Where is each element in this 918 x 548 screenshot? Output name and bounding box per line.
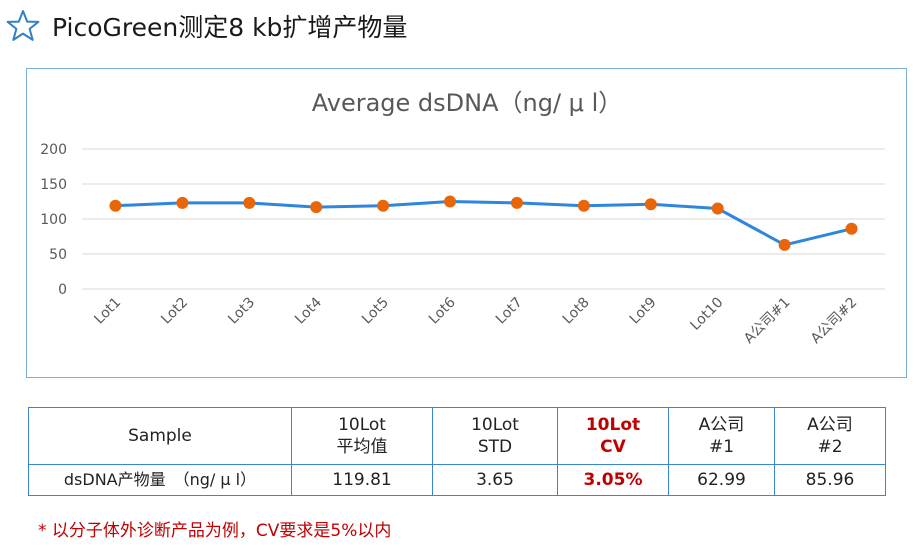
x-tick-label: A公司#2 — [808, 295, 860, 347]
data-point — [310, 201, 323, 214]
header-line: 平均值 — [336, 437, 388, 457]
table-cell: 62.99 — [668, 464, 775, 496]
x-tick-label: Lot2 — [158, 295, 191, 328]
y-tick-label: 50 — [49, 247, 67, 263]
x-tick-label: Lot7 — [493, 295, 526, 328]
data-point — [644, 198, 657, 211]
row-label: dsDNA产物量 （ng/ μ l） — [28, 464, 292, 496]
table-header-row: Sample 10Lot 平均值 10Lot STD 10Lot CV A公司 #1 A公司 #2 — [28, 407, 886, 465]
header-line: #2 — [817, 437, 843, 457]
y-tick-label: 0 — [58, 282, 67, 298]
header-line: 10Lot — [338, 415, 386, 435]
table-cell: 3.05% — [557, 464, 669, 496]
table-header-cell: 10Lot CV — [557, 407, 669, 465]
data-point — [845, 222, 858, 235]
header-line: Sample — [128, 426, 192, 446]
header-line: A公司 — [807, 415, 853, 435]
chart-canvas: Average dsDNA（ng/ μ l） 200 150 100 50 0 Lot1 Lo… — [40, 89, 885, 347]
data-point — [109, 199, 122, 212]
table-header-cell: Sample — [28, 407, 292, 465]
page-title: PicoGreen测定8 kb扩增产物量 — [52, 13, 408, 42]
header-line: CV — [600, 437, 626, 457]
x-tick-label: Lot10 — [687, 295, 726, 334]
table-cell: 3.65 — [432, 464, 558, 496]
y-tick-label: 150 — [40, 177, 67, 193]
data-point — [778, 238, 791, 251]
table-cell: 85.96 — [774, 464, 886, 496]
table-header-cell: A公司 #2 — [774, 407, 886, 465]
data-point — [711, 202, 724, 215]
header-line: 10Lot — [585, 415, 641, 435]
y-tick-label: 100 — [40, 212, 67, 228]
page-header: PicoGreen测定8 kb扩增产物量 — [6, 6, 407, 46]
x-tick-label: Lot5 — [359, 295, 392, 328]
data-point — [444, 195, 457, 208]
x-tick-label: Lot1 — [91, 295, 124, 328]
table-header-cell: 10Lot 平均值 — [291, 407, 433, 465]
table-cell: 119.81 — [291, 464, 433, 496]
x-tick-label: Lot4 — [292, 294, 325, 327]
data-point — [243, 196, 256, 209]
x-tick-label: Lot6 — [426, 294, 459, 327]
x-tick-label: A公司#1 — [741, 295, 793, 347]
data-point — [510, 196, 523, 209]
data-point — [377, 199, 390, 212]
header-line: A公司 — [698, 415, 745, 435]
x-tick-label: Lot8 — [560, 295, 593, 328]
footnote: * 以分子体外诊断产品为例，CV要求是5%以内 — [38, 521, 392, 541]
data-point — [176, 196, 189, 209]
header-line: STD — [477, 437, 513, 457]
line-chart: Average dsDNA（ng/ μ l） 200 150 100 50 0 Lot1 Lo… — [26, 68, 907, 378]
header-line: 10Lot — [471, 415, 519, 435]
x-tick-label: Lot3 — [225, 295, 258, 328]
header-line: #1 — [708, 437, 735, 457]
summary-table: Sample 10Lot 平均值 10Lot STD 10Lot CV A公司 #1 A公司 #2 … — [28, 407, 886, 496]
table-row: dsDNA产物量 （ng/ μ l） 119.81 3.65 3.05% 62.99 8… — [28, 464, 886, 496]
y-tick-label: 200 — [40, 142, 67, 158]
data-point — [577, 199, 590, 212]
chart-title: Average dsDNA（ng/ μ l） — [312, 89, 623, 117]
x-tick-label: Lot9 — [627, 295, 660, 328]
series-line — [115, 200, 852, 247]
table-header-cell: A公司 #1 — [668, 407, 775, 465]
table-header-cell: 10Lot STD — [432, 407, 558, 465]
star-icon — [6, 10, 40, 41]
